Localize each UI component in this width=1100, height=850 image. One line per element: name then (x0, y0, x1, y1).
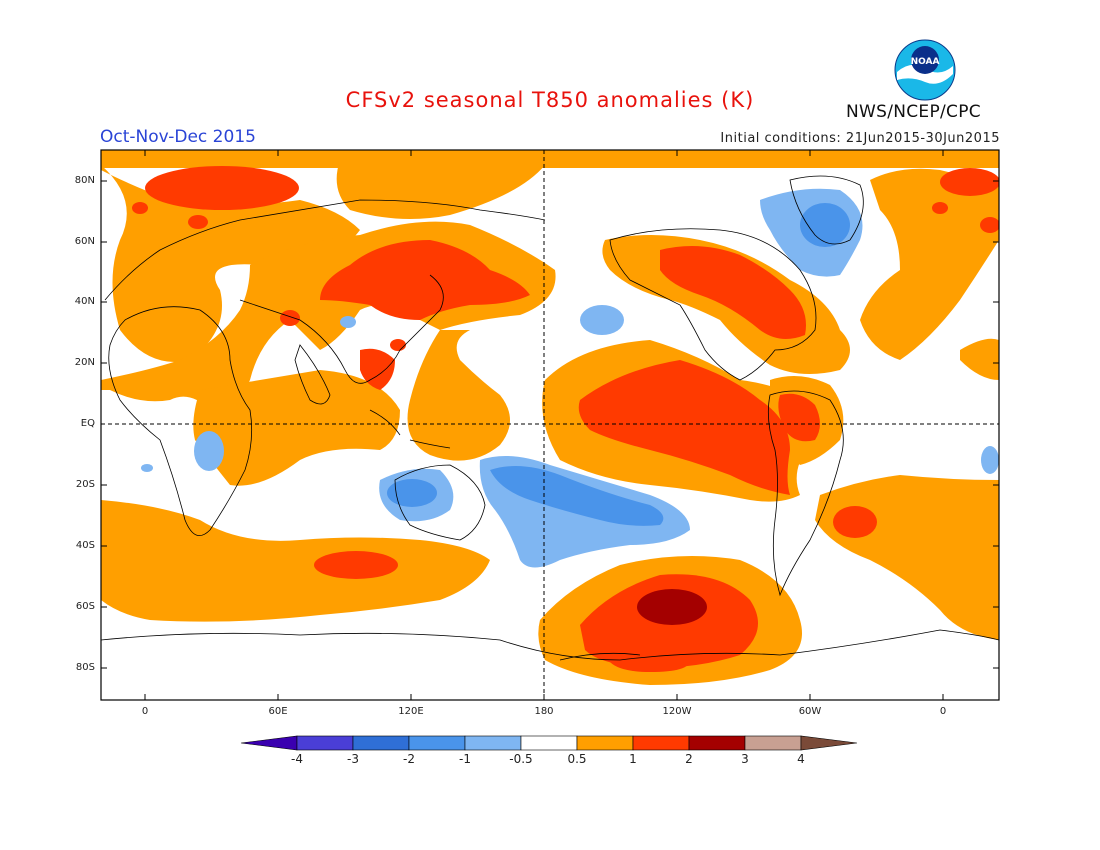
lat-label-60s: 60S (75, 601, 95, 612)
lon-label-0-east: 0 (939, 706, 947, 717)
anomaly-2-3 (637, 589, 707, 625)
colorbar-label-neg4: -4 (291, 752, 303, 766)
coastlines (101, 175, 999, 661)
colorbar-segment (520, 735, 578, 751)
colorbar-segment (408, 735, 466, 751)
colorbar-label-3: 3 (741, 752, 749, 766)
anomaly-neg-1-2 (387, 203, 850, 526)
lon-label-120e: 120E (398, 706, 424, 717)
colorbar-segment (296, 735, 354, 751)
colorbar-arrow-low (240, 735, 298, 751)
colorbar-label-0.5: 0.5 (567, 752, 587, 766)
colorbar (240, 735, 858, 751)
lat-label-20n: 20N (74, 357, 95, 368)
season-label: Oct-Nov-Dec 2015 (100, 127, 256, 147)
lat-ticks (101, 180, 999, 669)
colorbar-label-4: 4 (797, 752, 805, 766)
colorbar-segment (352, 735, 410, 751)
colorbar-segment (632, 735, 690, 751)
lat-label-60n: 60N (74, 236, 95, 247)
lat-label-80n: 80N (74, 175, 95, 186)
colorbar-segment (576, 735, 634, 751)
lat-label-40s: 40S (75, 540, 95, 551)
lat-label-20s: 20S (75, 479, 95, 490)
colorbar-label-neg0.5: -0.5 (509, 752, 533, 766)
lat-label-40n: 40N (74, 296, 95, 307)
chart-title: CFSv2 seasonal T850 anomalies (K) (345, 88, 755, 112)
initial-conditions: Initial conditions: 21Jun2015-30Jun2015 (720, 131, 1000, 146)
lon-label-60e: 60E (268, 706, 288, 717)
anomaly-field (101, 150, 999, 700)
colorbar-label-1: 1 (629, 752, 637, 766)
lon-label-180: 180 (534, 706, 554, 717)
colorbar-label-neg3: -3 (347, 752, 359, 766)
colorbar-arrow-high (800, 735, 858, 751)
lon-label-60w: 60W (798, 706, 822, 717)
noaa-logo: NOAA (893, 38, 957, 102)
colorbar-segment (688, 735, 746, 751)
noaa-logo-text: NOAA (911, 57, 940, 67)
lon-ticks (144, 150, 944, 700)
map-frame (100, 149, 1000, 701)
anomaly-1-2 (132, 166, 999, 672)
agency-label: NWS/NCEP/CPC (846, 102, 981, 122)
lat-label-eq: EQ (80, 418, 95, 429)
colorbar-label-neg1: -1 (459, 752, 471, 766)
colorbar-label-neg2: -2 (403, 752, 415, 766)
colorbar-label-2: 2 (685, 752, 693, 766)
colorbar-segment (464, 735, 522, 751)
lat-label-80s: 80S (75, 662, 95, 673)
lon-label-120w: 120W (662, 706, 692, 717)
lon-label-0: 0 (141, 706, 149, 717)
colorbar-segment (744, 735, 802, 751)
